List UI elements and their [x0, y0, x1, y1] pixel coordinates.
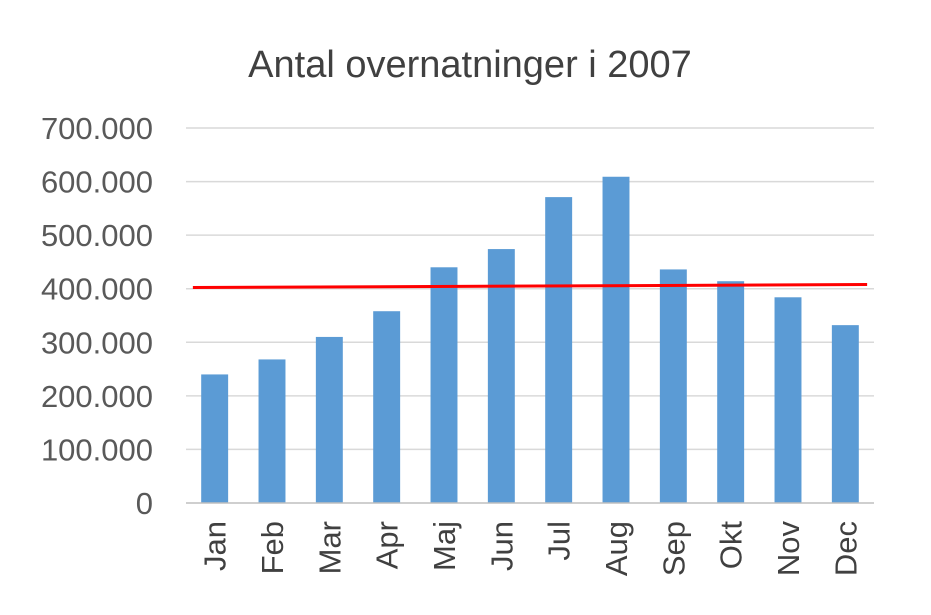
y-tick-label: 200.000	[41, 379, 153, 414]
bar	[258, 359, 286, 503]
bar	[373, 311, 401, 503]
x-tick-label: Dec	[828, 521, 863, 576]
x-tick-label: Maj	[427, 521, 462, 571]
x-tick-label: Jan	[198, 521, 233, 571]
gridlines	[186, 127, 874, 451]
x-tick-label: Aug	[599, 521, 634, 576]
y-tick-label: 600.000	[41, 165, 153, 200]
y-tick-label: 300.000	[41, 325, 153, 360]
bar	[774, 297, 802, 503]
x-tick-label: Mar	[312, 521, 347, 574]
bar	[602, 176, 630, 503]
x-tick-label: Jun	[484, 521, 519, 571]
bar	[487, 249, 515, 503]
y-tick-label: 400.000	[41, 272, 153, 307]
bar	[659, 269, 687, 503]
reference-line	[192, 283, 868, 290]
x-tick-label: Apr	[370, 521, 405, 569]
y-tick-label: 0	[136, 486, 153, 521]
bar	[315, 336, 343, 503]
x-tick-label: Feb	[255, 521, 290, 574]
y-tick-label: 100.000	[41, 432, 153, 467]
x-axis-labels: Jan Feb Mar Apr Maj Jun Jul Aug Sep Okt Nov Dec	[198, 521, 864, 577]
y-axis-labels: 0 100.000 200.000 300.000 400.000 500.000 600.…	[41, 111, 153, 521]
x-tick-label: Okt	[714, 521, 749, 570]
y-tick-label: 700.000	[41, 111, 153, 146]
x-tick-label: Sep	[656, 521, 691, 576]
bar	[201, 374, 229, 503]
chart-title: Antal overnatninger i 2007	[248, 44, 692, 86]
bars	[201, 176, 859, 503]
y-tick-label: 500.000	[41, 218, 153, 253]
bar	[430, 267, 458, 503]
bar	[717, 281, 745, 503]
bar	[545, 197, 573, 503]
bar	[831, 325, 859, 503]
x-tick-label: Jul	[542, 521, 577, 561]
x-tick-label: Nov	[771, 521, 806, 577]
